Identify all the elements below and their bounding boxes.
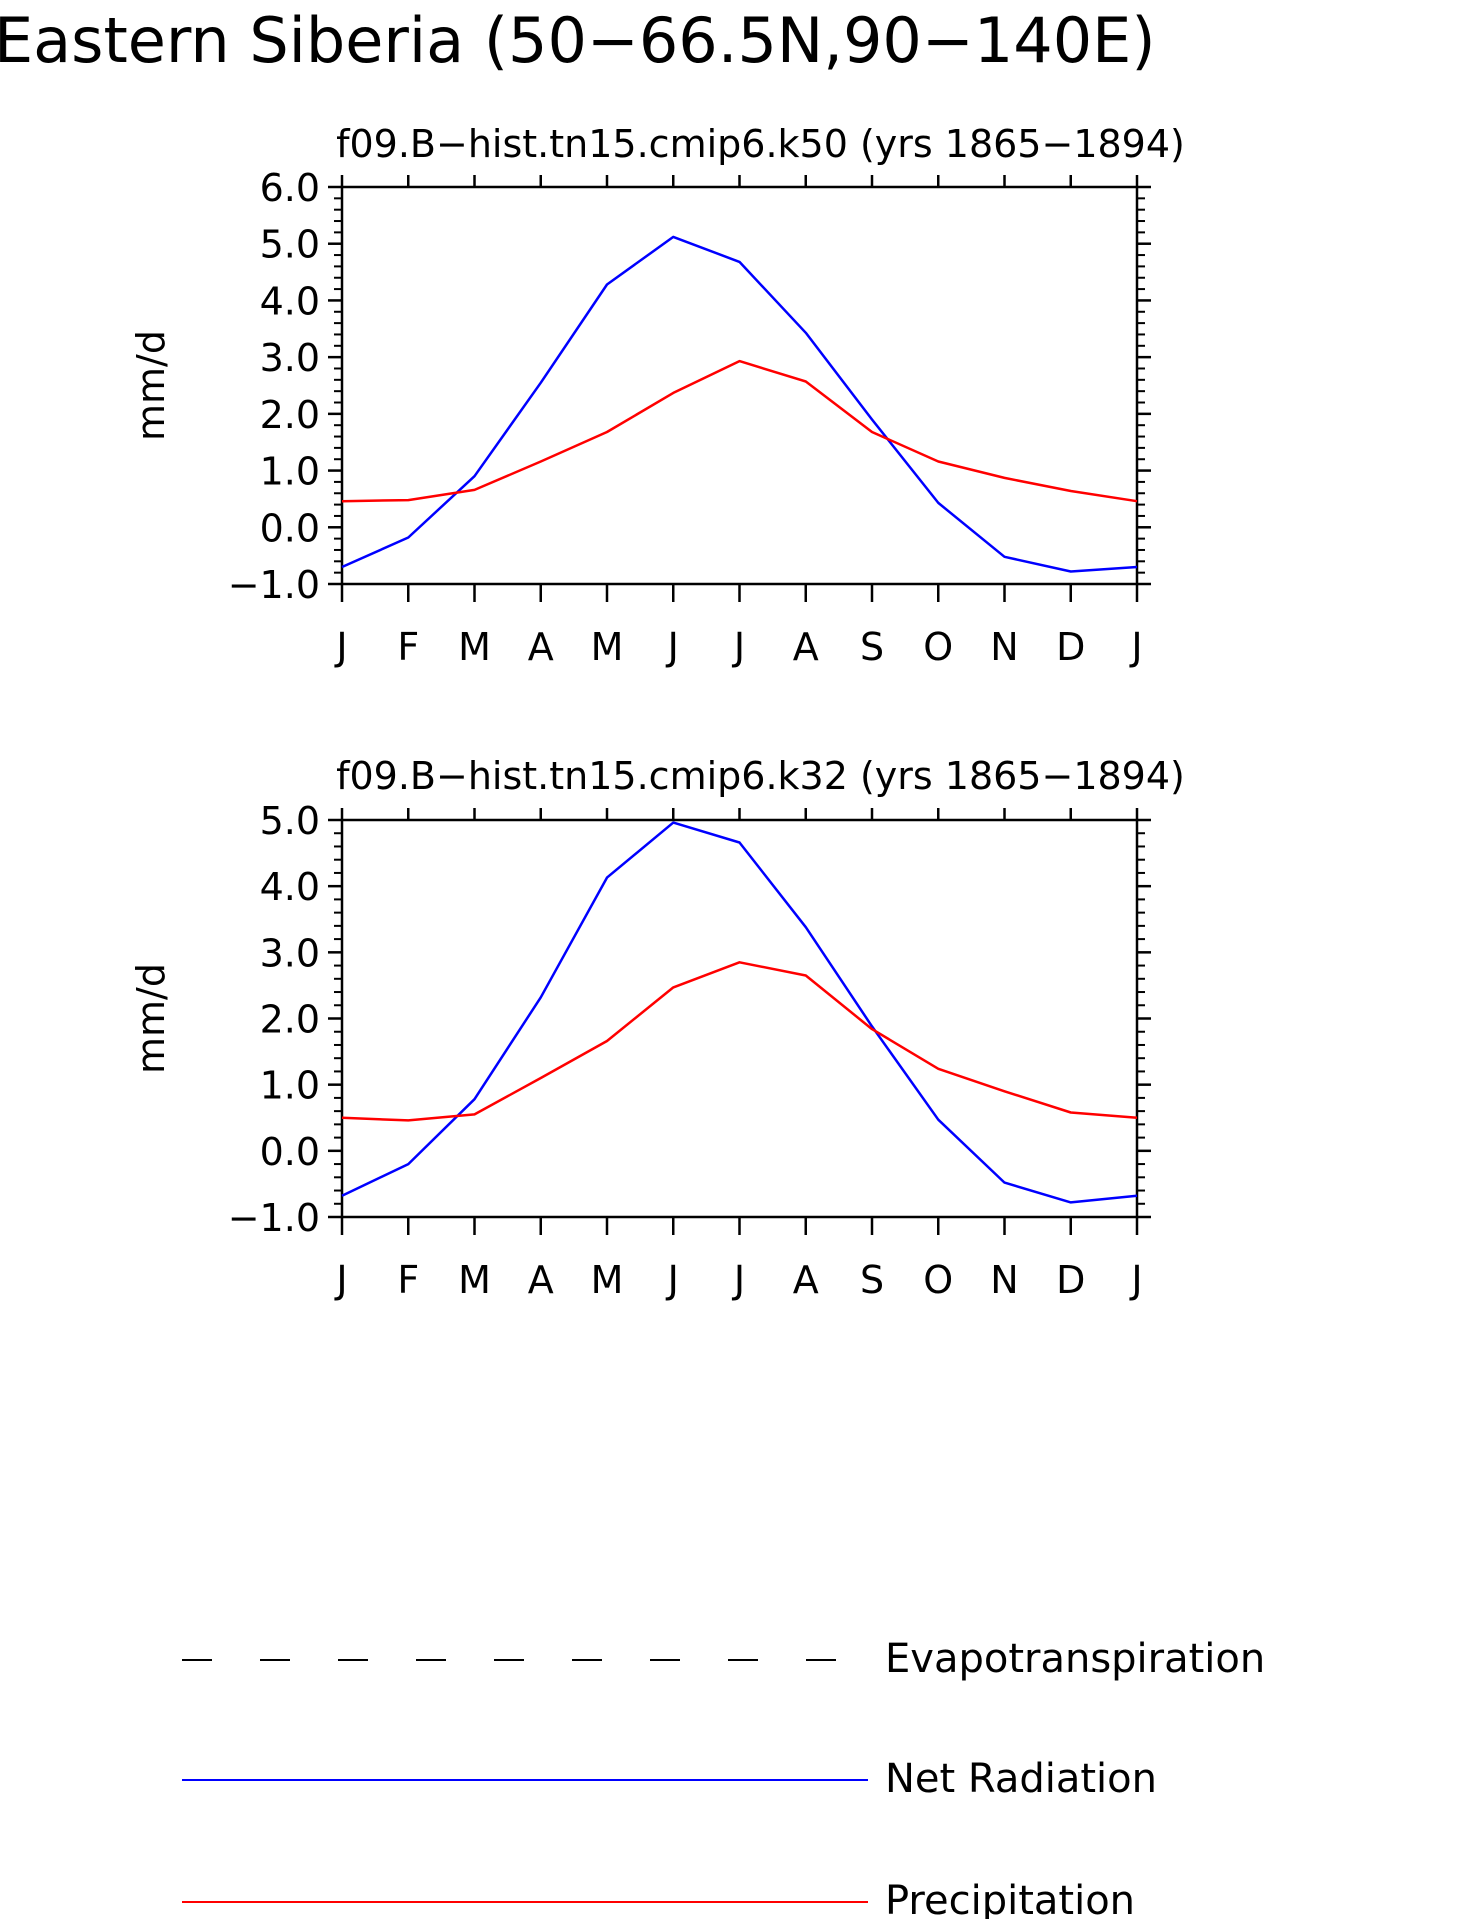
x-tick-label: N — [990, 625, 1018, 669]
chart-k32: f09.B−hist.tn15.cmip6.k32 (yrs 1865−1894… — [129, 754, 1185, 1302]
y-tick-label: 1.0 — [260, 450, 320, 494]
x-tick-label: M — [591, 625, 624, 669]
x-tick-label: J — [732, 625, 745, 669]
series-line-net-radiation — [341, 235, 1138, 573]
y-tick-label: −1.0 — [228, 563, 320, 607]
x-tick-label: A — [528, 1258, 554, 1302]
x-tick-label: J — [1129, 625, 1142, 669]
y-axis-label: mm/d — [129, 963, 173, 1074]
x-tick-label: S — [860, 625, 884, 669]
x-tick-label: J — [666, 1258, 679, 1302]
x-tick-label: J — [666, 625, 679, 669]
x-tick-label: D — [1056, 1258, 1085, 1302]
x-tick-label: O — [923, 625, 953, 669]
plot-frame — [340, 818, 1139, 1219]
x-tick-label: F — [397, 625, 419, 669]
y-tick-label: 3.0 — [260, 336, 320, 380]
series-line-precipitation — [341, 359, 1138, 503]
legend-label-net-radiation: Net Radiation — [885, 1756, 1157, 1802]
y-tick-label: 4.0 — [260, 279, 320, 323]
y-tick-label: 0.0 — [260, 506, 320, 550]
x-tick-label: N — [990, 1258, 1018, 1302]
y-tick-label: 4.0 — [260, 865, 320, 909]
x-tick-label: S — [860, 1258, 884, 1302]
x-tick-label: M — [591, 1258, 624, 1302]
x-tick-label: A — [793, 1258, 819, 1302]
y-axis-label: mm/d — [129, 330, 173, 441]
y-tick-label: 6.0 — [260, 166, 320, 210]
chart-title: f09.B−hist.tn15.cmip6.k50 (yrs 1865−1894… — [336, 122, 1185, 166]
chart-k50: f09.B−hist.tn15.cmip6.k50 (yrs 1865−1894… — [129, 122, 1185, 669]
x-tick-label: M — [458, 625, 491, 669]
y-tick-label: 0.0 — [260, 1130, 320, 1174]
y-tick-label: −1.0 — [228, 1196, 320, 1240]
series-line-net-radiation — [341, 821, 1138, 1204]
page-title: Eastern Siberia (50−66.5N,90−140E) — [0, 4, 1156, 77]
x-tick-label: O — [923, 1258, 953, 1302]
y-tick-label: 3.0 — [260, 931, 320, 975]
x-tick-label: M — [458, 1258, 491, 1302]
chart-title: f09.B−hist.tn15.cmip6.k32 (yrs 1865−1894… — [336, 754, 1185, 798]
x-tick-label: J — [732, 1258, 745, 1302]
plot-frame — [340, 185, 1139, 586]
x-tick-label: D — [1056, 625, 1085, 669]
legend-label-precipitation: Precipitation — [885, 1878, 1135, 1919]
x-tick-label: A — [528, 625, 554, 669]
series-line-precipitation — [341, 961, 1138, 1122]
y-tick-label: 1.0 — [260, 1064, 320, 1108]
y-tick-label: 5.0 — [260, 799, 320, 843]
x-tick-label: A — [793, 625, 819, 669]
x-tick-label: F — [397, 1258, 419, 1302]
legend-label-evapotranspiration: Evapotranspiration — [885, 1636, 1265, 1682]
x-tick-label: J — [334, 1258, 347, 1302]
x-tick-label: J — [1129, 1258, 1142, 1302]
y-tick-label: 2.0 — [260, 393, 320, 437]
y-tick-label: 2.0 — [260, 998, 320, 1042]
y-tick-label: 5.0 — [260, 223, 320, 267]
legend: Evapotranspiration Net Radiation Precipi… — [182, 1636, 1265, 1919]
x-tick-label: J — [334, 625, 347, 669]
